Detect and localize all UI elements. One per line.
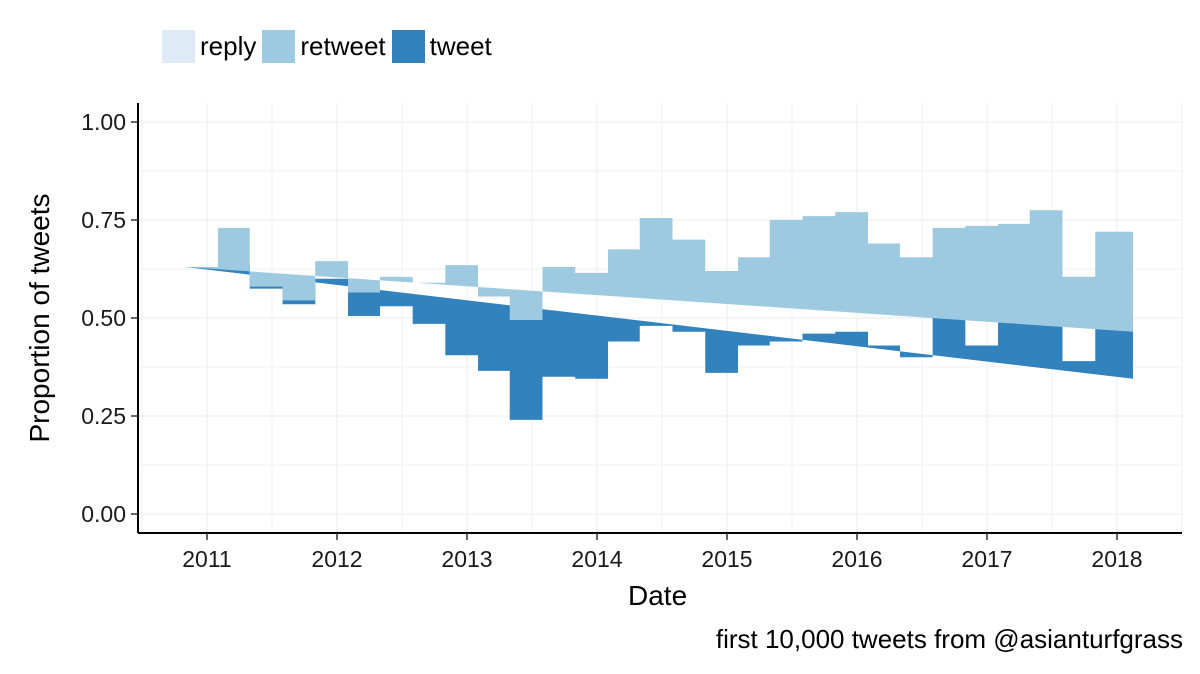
- x-tick-label: 2018: [1091, 546, 1142, 572]
- x-tick-label: 2015: [701, 546, 752, 572]
- y-tick-label: 0.00: [81, 501, 126, 527]
- y-tick-label: 1.00: [81, 109, 126, 135]
- x-tick-label: 2012: [311, 546, 362, 572]
- legend-swatch-tweet: [391, 30, 425, 63]
- area-retweet: [185, 210, 1134, 332]
- x-axis-label: Date: [628, 580, 688, 611]
- legend-swatch-retweet: [262, 30, 296, 63]
- legend-label-retweet: retweet: [300, 31, 386, 61]
- legend-label-tweet: tweet: [429, 31, 492, 61]
- y-axis-label: Proportion of tweets: [24, 193, 55, 443]
- legend-item-retweet: retweet: [262, 30, 386, 63]
- x-tick-label: 2016: [831, 546, 882, 572]
- legend-label-reply: reply: [200, 31, 257, 61]
- y-tick-label: 0.75: [81, 207, 126, 233]
- legend: reply retweet tweet: [162, 30, 498, 63]
- y-tick-label: 0.50: [81, 305, 126, 331]
- y-axis-ticks: 0.00 0.25 0.50 0.75 1.00: [81, 109, 138, 527]
- x-tick-label: 2013: [441, 546, 492, 572]
- x-tick-label: 2017: [961, 546, 1012, 572]
- x-tick-label: 2014: [571, 546, 622, 572]
- y-tick-label: 0.25: [81, 403, 126, 429]
- x-tick-label: 2011: [182, 546, 231, 572]
- stacked-areas: [185, 210, 1134, 420]
- chart-caption: first 10,000 tweets from @asianturfgrass: [715, 624, 1183, 654]
- legend-item-tweet: tweet: [391, 30, 492, 63]
- legend-swatch-reply: [162, 30, 195, 63]
- area-tweet: [185, 263, 1134, 420]
- legend-item-reply: reply: [162, 30, 256, 63]
- x-axis-ticks: 2011 2012 2013 2014 2015 2016 2017 2018: [182, 533, 1143, 572]
